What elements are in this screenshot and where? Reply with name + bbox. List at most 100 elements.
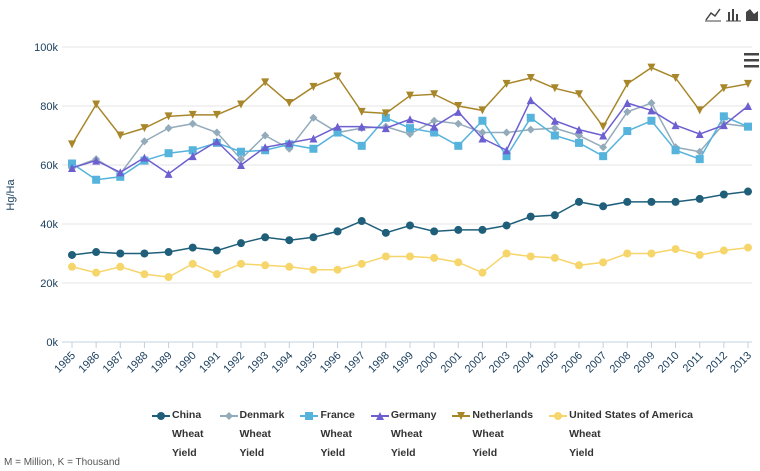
- x-tick-label: 2011: [681, 350, 706, 375]
- marker: [478, 134, 487, 143]
- legend-label: Denmark Wheat Yield: [239, 409, 285, 459]
- marker: [164, 169, 173, 178]
- x-tick-label: 2001: [439, 350, 465, 376]
- marker: [140, 270, 149, 279]
- marker: [237, 147, 245, 156]
- marker: [188, 119, 197, 128]
- marker: [623, 197, 632, 206]
- marker: [92, 156, 101, 165]
- marker: [68, 262, 76, 271]
- marker: [719, 246, 728, 255]
- marker: [309, 134, 318, 143]
- marker: [164, 273, 173, 282]
- marker: [454, 102, 463, 110]
- marker: [599, 122, 608, 131]
- marker: [381, 113, 390, 122]
- marker: [309, 265, 318, 274]
- marker: [381, 109, 390, 118]
- x-tick-label: 1992: [221, 350, 247, 376]
- x-tick-label: 2004: [511, 350, 537, 376]
- marker: [406, 124, 414, 133]
- marker: [430, 227, 439, 236]
- legend-item[interactable]: Netherlands Wheat Yield: [450, 406, 533, 463]
- legend-item[interactable]: United States of America Wheat Yield: [547, 406, 693, 463]
- marker: [309, 82, 318, 91]
- marker: [237, 239, 245, 248]
- marker: [357, 217, 366, 226]
- marker: [212, 270, 221, 279]
- marker: [526, 96, 535, 105]
- marker: [116, 249, 125, 258]
- y-tick-label: 40k: [40, 219, 58, 231]
- marker: [502, 146, 511, 155]
- x-tick-label: 2008: [608, 350, 634, 376]
- marker: [744, 243, 752, 252]
- x-tick-label: 1998: [366, 350, 392, 376]
- marker: [188, 110, 197, 119]
- marker: [92, 248, 101, 257]
- series-line: [71, 102, 749, 175]
- marker: [454, 141, 463, 150]
- marker: [188, 146, 197, 155]
- legend-label: United States of America Wheat Yield: [569, 409, 694, 459]
- marker: [478, 106, 487, 115]
- marker: [406, 115, 414, 124]
- marker: [333, 265, 342, 274]
- marker: [695, 106, 704, 115]
- marker: [671, 73, 680, 82]
- marker: [599, 258, 608, 267]
- marker: [526, 73, 535, 82]
- marker: [457, 412, 466, 420]
- marker: [140, 137, 149, 146]
- marker: [406, 91, 414, 100]
- marker: [575, 261, 583, 270]
- marker: [68, 250, 76, 259]
- marker: [599, 152, 608, 161]
- marker: [744, 122, 752, 131]
- x-tick-label: 1988: [125, 350, 151, 376]
- marker: [333, 227, 342, 236]
- marker: [381, 124, 390, 133]
- marker: [285, 236, 294, 245]
- toolbar[interactable]: [705, 8, 759, 68]
- x-tick-label: 1995: [294, 350, 320, 376]
- marker: [550, 116, 559, 125]
- marker: [671, 245, 680, 254]
- marker: [430, 128, 439, 137]
- legend-symbol: [300, 412, 319, 420]
- marker: [92, 175, 101, 184]
- legend-symbol: [452, 412, 471, 420]
- marker: [719, 84, 728, 93]
- marker: [188, 259, 197, 268]
- marker: [744, 79, 752, 88]
- y-tick-label: 60k: [40, 160, 58, 172]
- marker: [333, 128, 342, 137]
- legend-symbol: [549, 412, 568, 420]
- marker: [526, 125, 535, 134]
- marker: [599, 202, 608, 211]
- footnote: M = Million, K = Thousand: [4, 457, 120, 468]
- legend-item[interactable]: China Wheat Yield: [150, 406, 204, 463]
- x-tick-label: 2010: [656, 350, 682, 376]
- marker: [623, 127, 632, 136]
- marker: [454, 107, 463, 116]
- legend-item[interactable]: Germany Wheat Yield: [369, 406, 436, 463]
- marker: [406, 221, 414, 230]
- legend-item[interactable]: Denmark Wheat Yield: [218, 406, 285, 463]
- marker: [623, 99, 632, 108]
- marker: [719, 121, 728, 130]
- marker: [671, 121, 680, 130]
- x-tick-label: 2005: [535, 350, 561, 376]
- legend-item[interactable]: France Wheat Yield: [298, 406, 355, 463]
- x-tick-label: 1993: [245, 350, 271, 376]
- marker: [526, 212, 535, 221]
- marker: [164, 112, 173, 121]
- chart: Hg/Ha 0k 20k 40k 60k 80k 100k 1985198619871988…: [5, 8, 759, 376]
- marker: [333, 122, 342, 131]
- marker: [357, 259, 366, 268]
- marker: [454, 258, 463, 267]
- x-tick-label: 2006: [559, 350, 585, 376]
- marker: [695, 250, 704, 259]
- marker: [68, 159, 76, 168]
- marker: [671, 197, 680, 206]
